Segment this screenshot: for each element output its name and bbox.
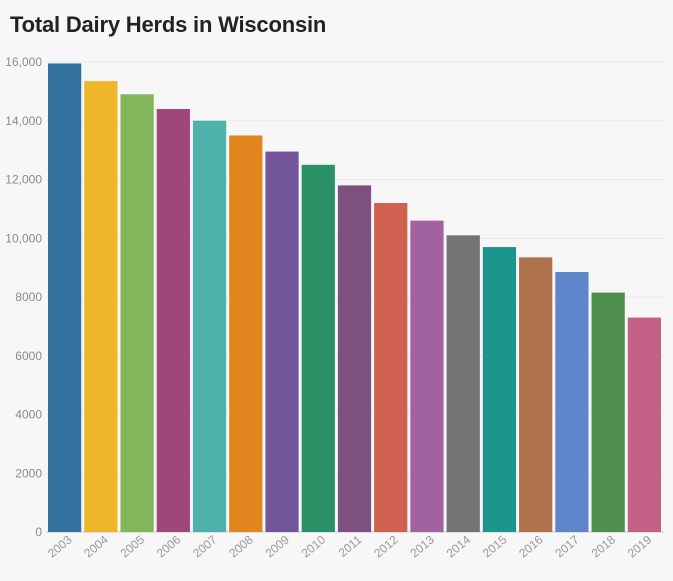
y-tick-label: 16,000 [5, 55, 42, 69]
bar-2013[interactable] [410, 220, 444, 533]
x-tick-label: 2010 [299, 532, 329, 560]
bar-2017[interactable] [555, 272, 589, 532]
bar-2016[interactable] [519, 257, 553, 532]
x-tick-label: 2006 [154, 532, 184, 560]
x-tick-label: 2004 [81, 532, 111, 560]
bar-2010[interactable] [301, 164, 335, 532]
x-tick-label: 2011 [336, 532, 365, 560]
x-tick-label: 2018 [589, 532, 619, 560]
x-tick-label: 2009 [263, 532, 293, 560]
y-tick-label: 6000 [15, 349, 42, 363]
x-tick-label: 2012 [371, 532, 401, 560]
y-tick-label: 12,000 [5, 173, 42, 187]
y-tick-label: 8000 [15, 290, 42, 304]
x-tick-label: 2005 [118, 532, 148, 560]
bar-2009[interactable] [265, 151, 299, 532]
x-tick-label: 2016 [516, 532, 546, 560]
bar-2007[interactable] [192, 120, 227, 532]
y-tick-label: 0 [35, 525, 42, 539]
bar-2006[interactable] [156, 109, 190, 532]
y-tick-label: 10,000 [5, 231, 42, 245]
x-tick-label: 2019 [625, 532, 655, 560]
bar-2011[interactable] [337, 185, 372, 533]
x-tick-label: 2007 [190, 532, 220, 560]
bar-2003[interactable] [48, 63, 82, 532]
bar-2008[interactable] [229, 135, 263, 532]
x-tick-label: 2017 [552, 532, 582, 560]
y-axis-ticks: 0 2000 4000 6000 8000 10,000 12,000 14,000 16,00… [5, 55, 42, 539]
y-tick-label: 14,000 [5, 114, 42, 128]
bar-2018[interactable] [591, 292, 625, 532]
chart-title: Total Dairy Herds in Wisconsin [10, 12, 327, 37]
bar-2014[interactable] [446, 235, 480, 532]
bar-2004[interactable] [84, 81, 118, 532]
bars [48, 63, 661, 533]
x-tick-label: 2015 [480, 532, 510, 560]
bar-2005[interactable] [120, 94, 154, 532]
bar-2015[interactable] [482, 247, 517, 532]
x-tick-label: 2008 [226, 532, 256, 560]
bar-2019[interactable] [627, 317, 661, 532]
y-tick-label: 2000 [15, 466, 42, 480]
x-tick-label: 2013 [407, 532, 437, 560]
x-tick-label: 2003 [45, 532, 75, 560]
bar-2012[interactable] [374, 203, 408, 532]
x-tick-label: 2014 [444, 532, 474, 560]
x-axis-ticks: 2003 2004 2005 2006 2007 2008 2009 2010 2011 2012… [45, 532, 654, 560]
y-tick-label: 4000 [15, 408, 42, 422]
